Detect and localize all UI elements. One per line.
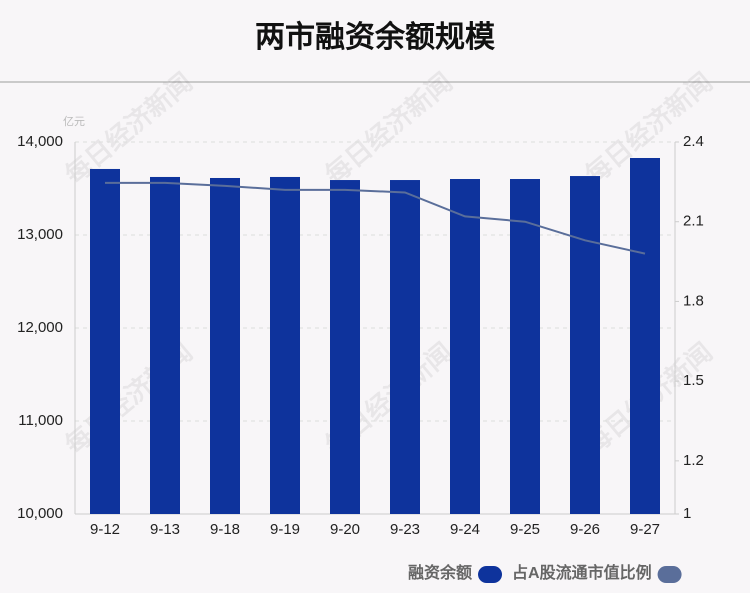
bar (570, 176, 600, 514)
y-tick-label: 12,000 (17, 319, 63, 336)
y2-tick-label: 2.1 (683, 213, 704, 230)
bar (90, 168, 120, 514)
y-unit: 亿元 (63, 115, 85, 128)
y-tick-label: 11,000 (18, 412, 63, 429)
x-tick-label: 9-19 (270, 521, 300, 538)
chart-title: 两市融资余额规模 (255, 20, 495, 54)
y2-tick-label: 1.2 (683, 452, 704, 469)
y2-tick-label: 1 (683, 505, 691, 522)
x-tick-label: 9-24 (450, 521, 480, 538)
x-tick-label: 9-12 (90, 521, 120, 538)
bar (330, 180, 360, 515)
legend-swatch (657, 566, 682, 583)
y-tick-label: 10,000 (17, 505, 63, 522)
y-tick-label: 13,000 (17, 226, 63, 243)
legend-label: 占A股流通市值比例 (512, 563, 652, 582)
x-tick-label: 9-18 (210, 521, 240, 538)
y2-tick-label: 2.4 (683, 133, 704, 150)
x-tick-label: 9-25 (510, 521, 540, 538)
legend-swatch (478, 566, 503, 583)
bar (210, 177, 240, 514)
watermark: 每日经济新闻 (319, 67, 458, 190)
bar (510, 179, 540, 514)
x-tick-label: 9-13 (150, 521, 180, 538)
bar (450, 179, 480, 514)
y2-tick-label: 1.5 (683, 372, 704, 389)
x-tick-label: 9-26 (570, 521, 600, 538)
x-tick-label: 9-20 (330, 521, 360, 538)
y-tick-label: 14,000 (17, 133, 63, 150)
bar (390, 180, 420, 515)
legend-label: 融资余额 (408, 563, 472, 582)
bar (630, 157, 660, 514)
watermark: 每日经济新闻 (59, 67, 198, 190)
bar (150, 176, 180, 514)
bar (270, 176, 300, 514)
x-tick-label: 9-27 (630, 521, 660, 538)
line (105, 181, 646, 255)
x-tick-label: 9-23 (390, 521, 420, 538)
y2-tick-label: 1.8 (683, 292, 704, 309)
